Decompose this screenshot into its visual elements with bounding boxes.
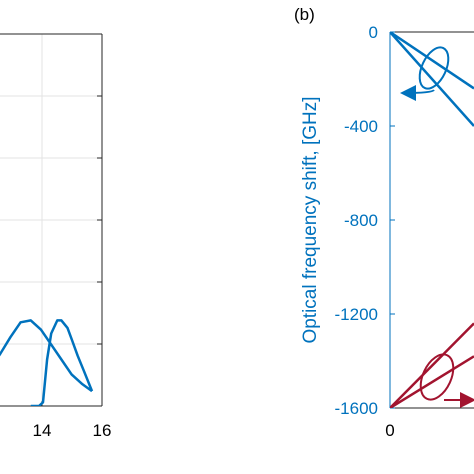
panel-b-red-annotation	[419, 353, 474, 408]
panel-a-x-tick-14: 14	[33, 421, 52, 440]
panel-b-blue-annotation	[400, 46, 450, 101]
panel-a-series	[0, 319, 94, 406]
panel-b-series-line-1	[390, 32, 474, 90]
panel-b-y-tick-neg800: -800	[344, 211, 378, 230]
panel-b-x-tick-0: 0	[385, 421, 394, 440]
panel-a-series-line-0	[0, 319, 93, 393]
panel-a: 14 16	[0, 33, 112, 440]
blue-series-ellipse	[418, 46, 450, 90]
blue-series-arrow	[400, 84, 435, 101]
panel-b: (b) 0 -400 -800 -1200 -1600 0 Optical fr…	[294, 5, 474, 440]
panel-b-y-tick-0: 0	[369, 23, 378, 42]
panel-a-axes	[0, 33, 103, 407]
panel-b-series-line-2	[390, 322, 474, 408]
panel-b-y-tick-neg1200: -1200	[335, 305, 378, 324]
panel-a-x-tick-16: 16	[93, 421, 112, 440]
red-series-ellipse	[419, 353, 455, 401]
panel-b-series-line-3	[390, 355, 474, 408]
panel-a-series-line-1	[30, 319, 94, 406]
panel-b-y-axis-label: Optical frequency shift, [GHz]	[300, 96, 321, 343]
panel-b-y-tick-neg400: -400	[344, 117, 378, 136]
panel-b-series-line-0	[390, 32, 474, 127]
panel-a-grid	[0, 34, 102, 406]
panel-b-label: (b)	[294, 5, 315, 24]
panel-b-y-tick-neg1600: -1600	[335, 399, 378, 418]
panel-b-series	[390, 32, 474, 408]
